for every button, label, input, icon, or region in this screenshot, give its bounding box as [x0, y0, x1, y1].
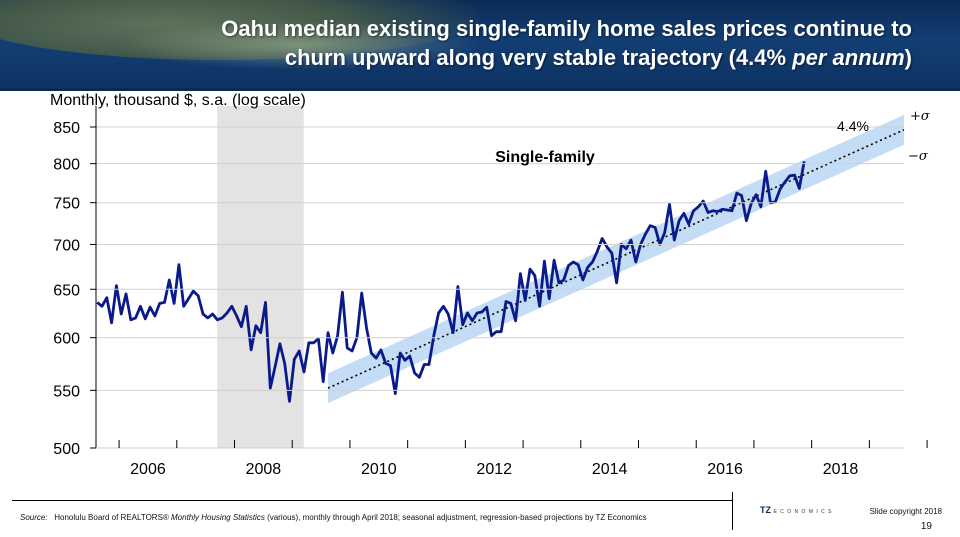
band-upper-label: +σ: [910, 109, 931, 124]
x-tick-label-2018: 2018: [823, 461, 859, 478]
logo-small-text: E C O N O M I C S: [773, 509, 833, 515]
slide-title-line2: churn upward along very stable trajector…: [92, 43, 912, 72]
y-tick-label-600: 600: [53, 331, 80, 348]
y-tick-label-700: 700: [53, 237, 80, 254]
footer-vertical-divider: [732, 492, 733, 530]
x-tick-label-2008: 2008: [246, 461, 282, 478]
slide-title-line2-text: churn upward along very stable trajector…: [284, 45, 793, 70]
price-chart: 500 550 600 650 700 750 800 850 2006 2008 2010 2012…: [50, 92, 931, 478]
header-banner: Oahu median existing single-family home …: [0, 0, 960, 88]
slide-title: Oahu median existing single-family home …: [92, 14, 912, 72]
x-tick-label-2006: 2006: [130, 461, 166, 478]
series-line-single-family: [96, 161, 806, 403]
trend-line: [327, 129, 905, 389]
slide-title-line2-italic: per annum: [792, 45, 905, 70]
x-tick-label-2012: 2012: [476, 461, 512, 478]
slide-title-line2-close: ): [904, 45, 912, 70]
logo-mark: TZ: [760, 505, 771, 515]
source-text-pre: Honolulu Board of REALTORS®: [54, 513, 172, 522]
tz-economics-logo: TZ E C O N O M I C S: [760, 505, 832, 515]
y-axis-title: Monthly, thousand $, s.a. (log scale): [50, 92, 306, 109]
source-publication: Monthly Housing Statistics: [171, 513, 265, 522]
source-note: Source: Honolulu Board of REALTORS® Mont…: [20, 513, 647, 522]
y-tick-label-750: 750: [53, 196, 80, 213]
series-layer: [96, 161, 806, 403]
x-tick-label-2014: 2014: [592, 461, 628, 478]
footer-divider: [12, 500, 732, 501]
band-lower-label: −σ: [908, 149, 929, 164]
y-tick-label-800: 800: [53, 157, 80, 174]
y-tick-label-500: 500: [53, 441, 80, 458]
slide-title-line1: Oahu median existing single-family home …: [221, 16, 912, 41]
axis-layer: 500 550 600 650 700 750 800 850 2006 2008 2010 2012…: [53, 106, 928, 478]
series-label: Single-family: [495, 149, 595, 166]
page-number: 19: [920, 521, 932, 532]
x-tick-label-2016: 2016: [707, 461, 743, 478]
source-label: Source:: [20, 513, 48, 522]
header-divider: [0, 88, 960, 91]
y-tick-label-850: 850: [53, 120, 80, 137]
y-tick-label-550: 550: [53, 383, 80, 400]
source-text-post: (various), monthly through April 2018; s…: [264, 513, 647, 522]
trend-rate-label: 4.4%: [837, 118, 869, 134]
x-tick-label-2010: 2010: [361, 461, 397, 478]
label-layer: Monthly, thousand $, s.a. (log scale) Sin…: [50, 92, 931, 166]
y-tick-label-650: 650: [53, 282, 80, 299]
island-photo-highlight: [120, 20, 480, 70]
copyright-note: Slide copyright 2018: [869, 507, 943, 516]
trend-layer: [327, 129, 905, 389]
